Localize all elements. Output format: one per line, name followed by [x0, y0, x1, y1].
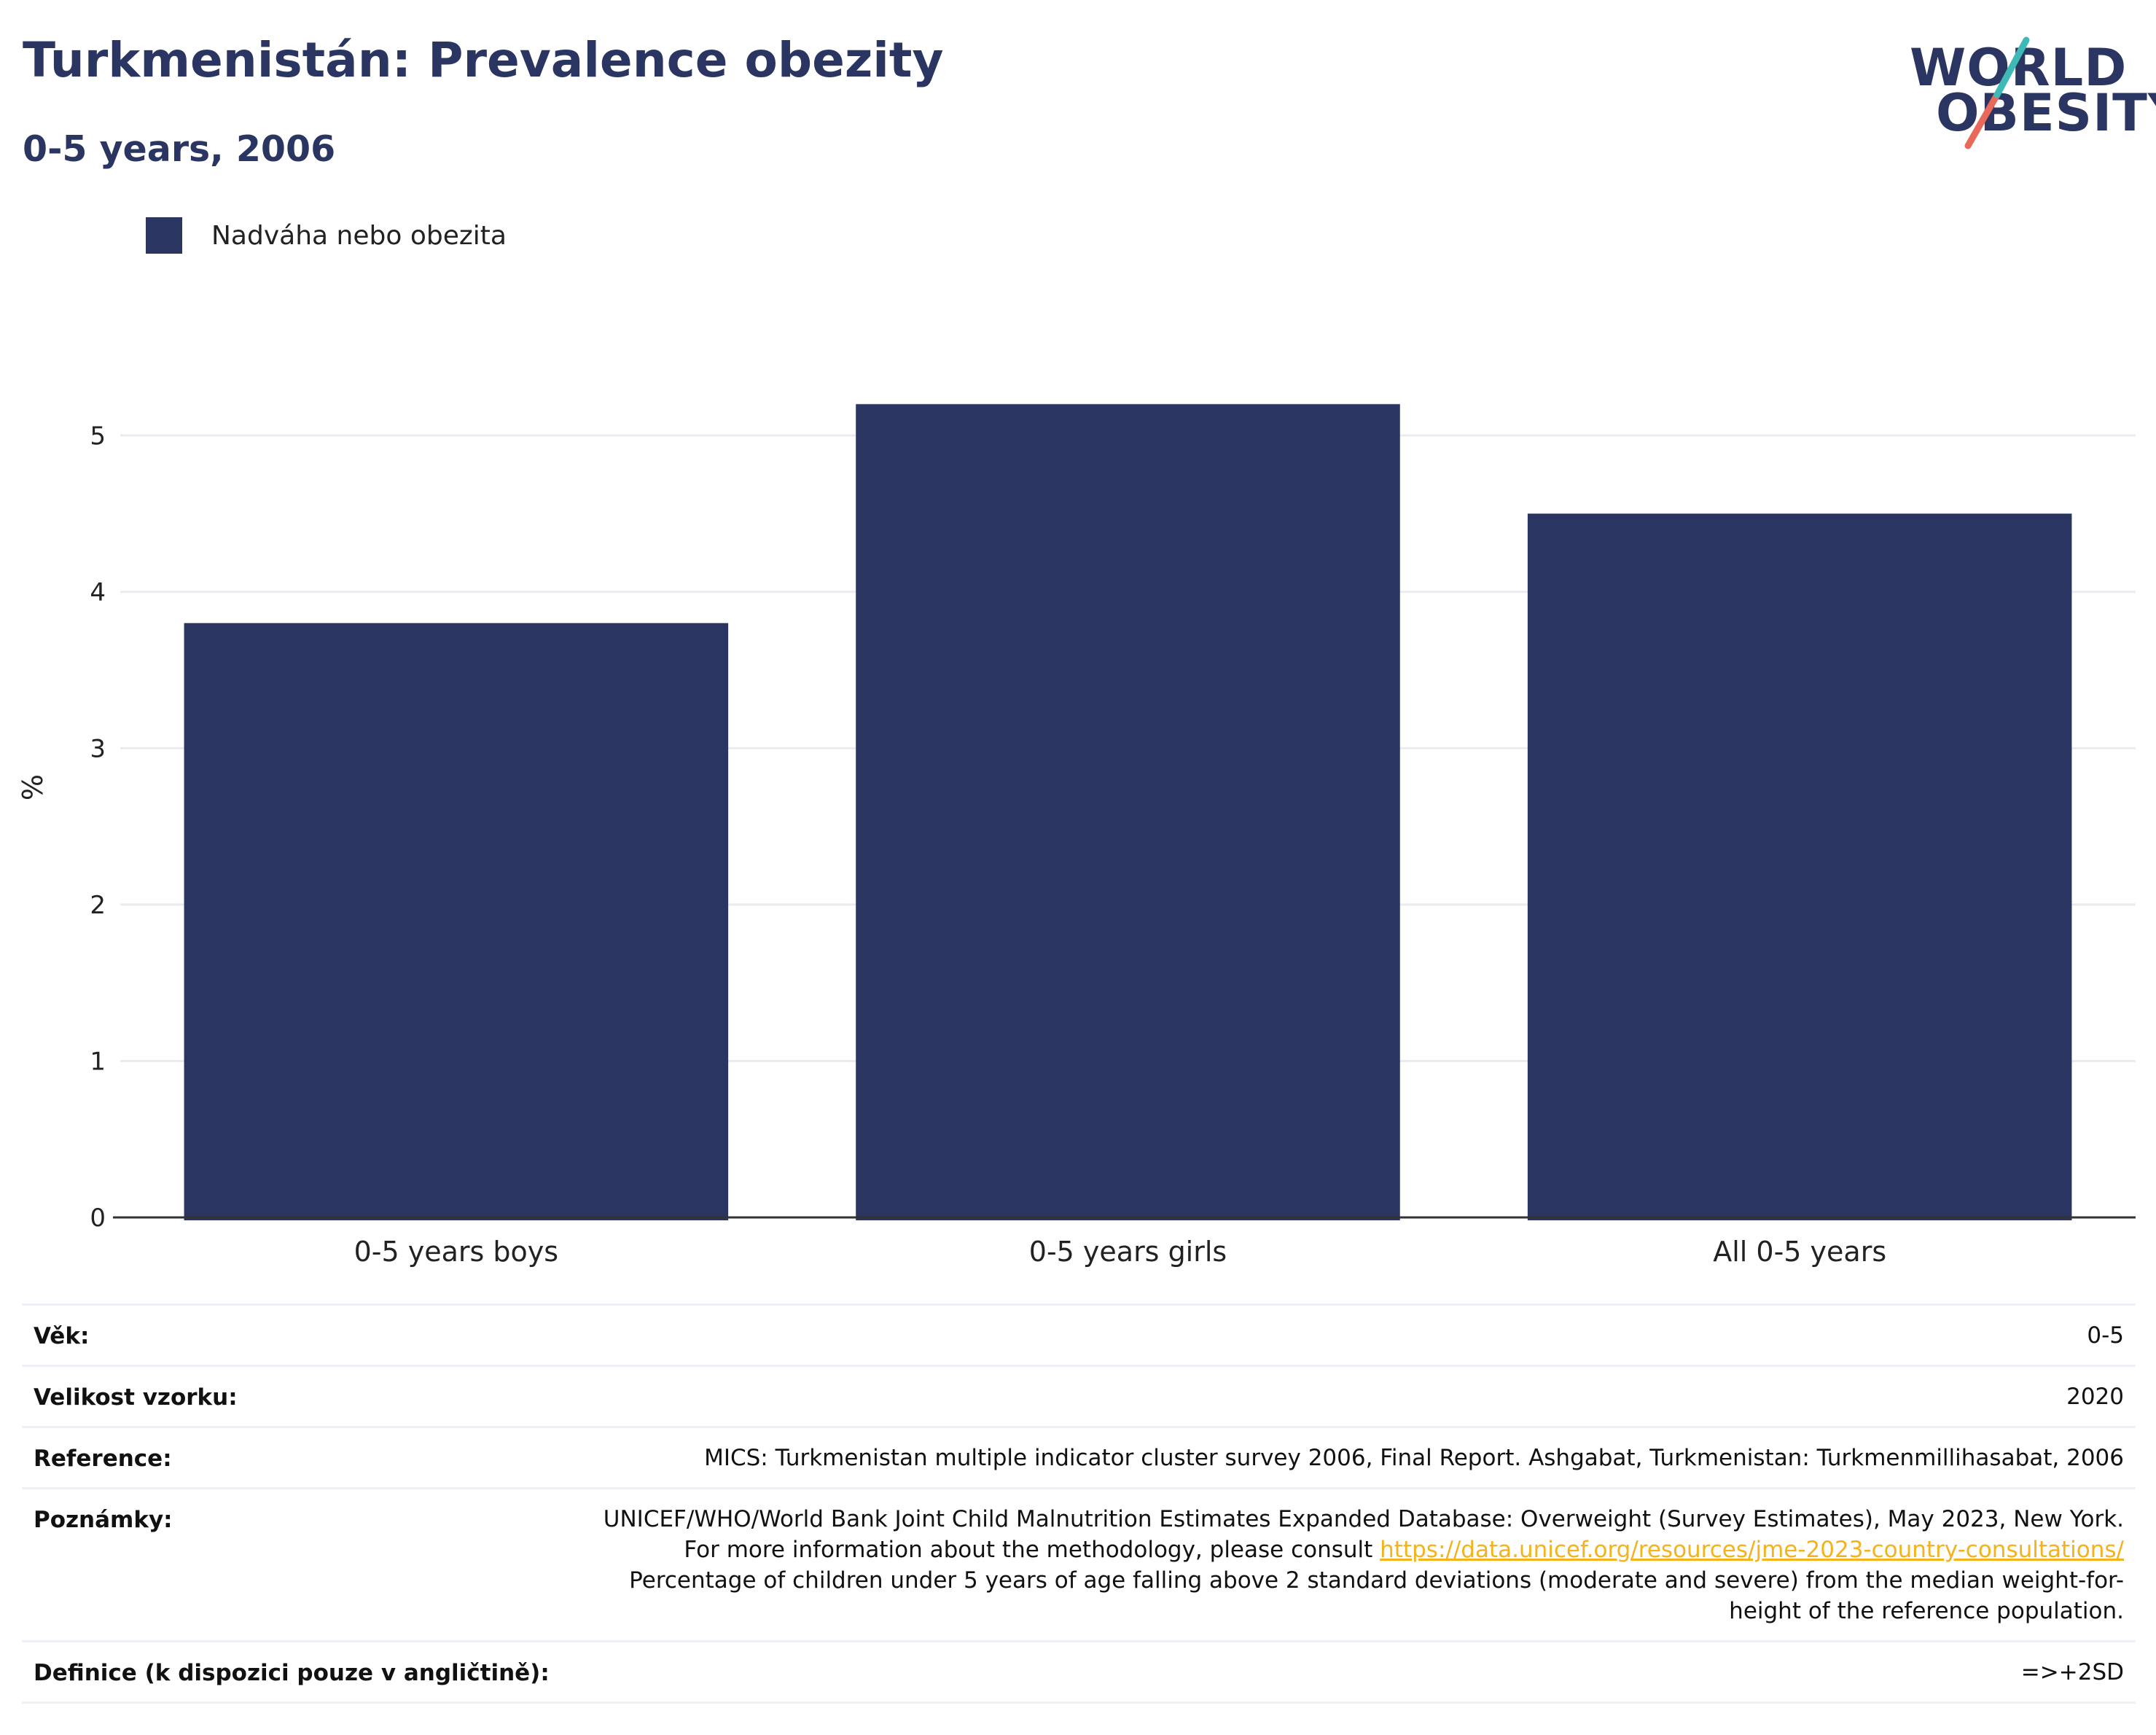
logo-word-obesity: OBESITY [1936, 83, 2156, 143]
x-tick-label: All 0-5 years [1713, 1236, 1886, 1268]
meta-key-definition: Definice (k dispozici pouze v angličtině… [34, 1660, 550, 1686]
y-tick-label: 1 [90, 1047, 106, 1076]
chart-subtitle: 0-5 years, 2006 [23, 128, 336, 170]
y-tick-label: 4 [90, 578, 106, 607]
meta-bottom-rule [22, 1701, 2136, 1704]
meta-key-reference: Reference: [34, 1446, 172, 1472]
meta-val-sample: 2020 [2066, 1384, 2124, 1410]
notes-text-2: Percentage of children under 5 years of … [629, 1567, 2124, 1624]
x-tick-label: 0-5 years girls [1029, 1236, 1227, 1268]
y-tick-label: 2 [90, 891, 106, 920]
meta-row-notes: Poznámky: UNICEF/WHO/World Bank Joint Ch… [22, 1487, 2136, 1640]
meta-key-age: Věk: [34, 1323, 90, 1349]
meta-row-definition: Definice (k dispozici pouze v angličtině… [22, 1640, 2136, 1701]
meta-val-definition: =>+2SD [2020, 1659, 2124, 1685]
bar-chart: 0 1 2 3 4 5 0-5 years boys 0-5 years girls All 0… [17, 404, 2136, 1268]
notes-link[interactable]: https://data.unicef.org/resources/jme-20… [1380, 1537, 2124, 1563]
chart-legend[interactable]: Nadváha nebo obezita [146, 217, 507, 254]
bar [856, 404, 1400, 1220]
y-axis-title: % [17, 774, 49, 800]
legend-swatch [146, 217, 182, 254]
meta-row-age: Věk: 0-5 [22, 1303, 2136, 1365]
y-tick-label: 0 [90, 1204, 106, 1233]
notes-text-1: UNICEF/WHO/World Bank Joint Child Malnut… [603, 1506, 2124, 1563]
chart-title: Turkmenistán: Prevalence obezity [23, 32, 944, 88]
meta-key-sample: Velikost vzorku: [34, 1384, 238, 1411]
y-tick-label: 5 [90, 421, 106, 451]
meta-val-notes: UNICEF/WHO/World Bank Joint Child Malnut… [593, 1504, 2124, 1626]
meta-key-notes: Poznámky: [34, 1507, 173, 1533]
x-tick-label: 0-5 years boys [354, 1236, 558, 1268]
meta-val-reference: MICS: Turkmenistan multiple indicator cl… [704, 1445, 2124, 1471]
bar [1527, 513, 2072, 1220]
bar [184, 623, 729, 1220]
meta-row-sample: Velikost vzorku: 2020 [22, 1365, 2136, 1426]
meta-row-reference: Reference: MICS: Turkmenistan multiple i… [22, 1426, 2136, 1487]
meta-val-age: 0-5 [2087, 1322, 2124, 1349]
legend-label: Nadváha nebo obezita [211, 220, 507, 251]
world-obesity-logo: WORLD OBESITY [1895, 22, 2156, 153]
y-tick-label: 3 [90, 734, 106, 763]
logo-slash-icon [1964, 36, 2030, 149]
